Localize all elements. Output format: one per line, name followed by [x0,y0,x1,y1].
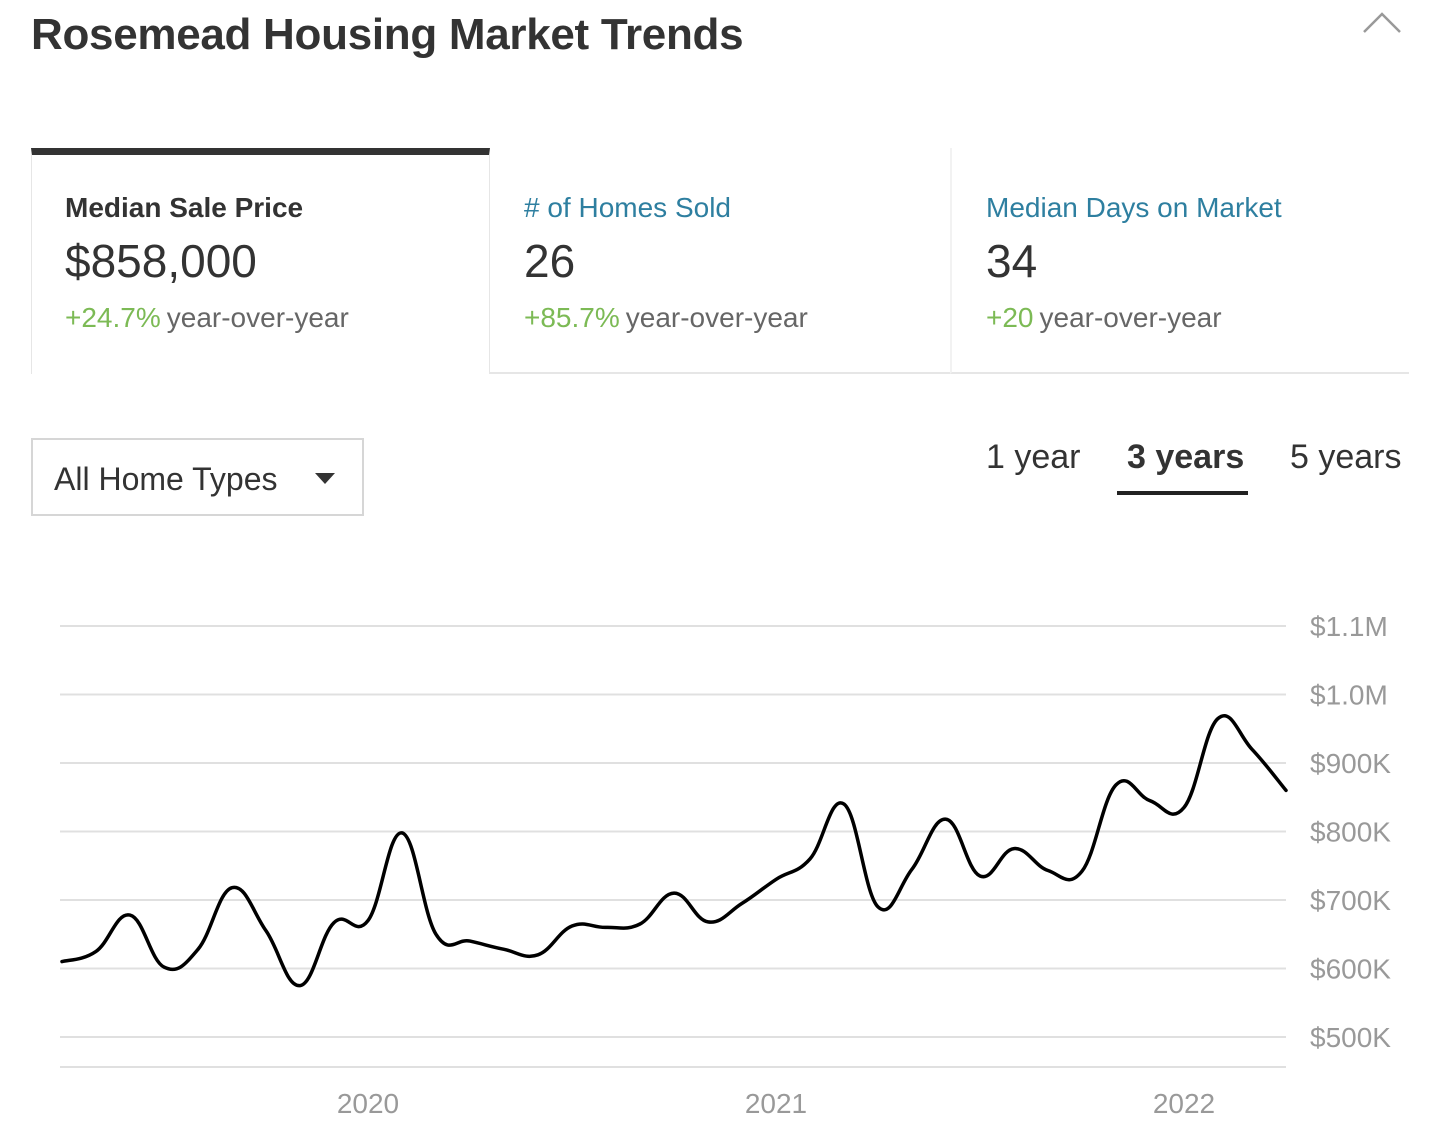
y-tick-label: $1.0M [1310,680,1388,711]
tab-value: 34 [986,235,1038,287]
collapse-button[interactable] [1360,6,1404,40]
price-series-line [60,714,1288,988]
tab-median-sale-price[interactable]: Median Sale Price $858,000 +24.7% year-ov… [31,148,490,374]
range-1-year[interactable]: 1 year [986,438,1081,476]
x-tick-label: 2021 [745,1088,807,1119]
y-tick-label: $700K [1310,885,1391,916]
change-value: +20 [986,302,1034,333]
tab-label: Median Days on Market [986,192,1282,223]
x-tick-label: 2020 [337,1088,399,1119]
change-suffix: year-over-year [166,302,349,333]
tab-homes-sold[interactable]: # of Homes Sold 26 +85.7% year-over-year [490,148,950,374]
y-tick-label: $800K [1310,817,1391,848]
range-3-years[interactable]: 3 years [1127,438,1245,476]
tab-value: $858,000 [65,235,257,287]
tab-median-days-on-market[interactable]: Median Days on Market 34 +20 year-over-ye… [950,148,1409,374]
y-tick-label: $500K [1310,1022,1391,1053]
change-suffix: year-over-year [1039,302,1222,333]
selected-range-indicator [1117,491,1248,495]
change-suffix: year-over-year [625,302,808,333]
y-tick-label: $900K [1310,748,1391,779]
y-tick-label: $600K [1310,954,1391,985]
metric-tabs: Median Sale Price $858,000 +24.7% year-ov… [31,148,1409,374]
tab-label: Median Sale Price [65,192,304,223]
tab-label: # of Homes Sold [524,192,731,223]
tab-value: 26 [524,235,576,287]
range-5-years[interactable]: 5 years [1290,438,1402,476]
change-value: +24.7% [65,302,161,333]
dropdown-label: All Home Types [54,461,278,497]
y-tick-label: $1.1M [1310,611,1388,642]
page-title: Rosemead Housing Market Trends [31,10,744,59]
price-chart: $1.1M $1.0M $900K $800K $700K $600K $500K 2020 2… [0,560,1450,1134]
x-tick-label: 2022 [1153,1088,1215,1119]
caret-down-icon [315,473,335,484]
tab-change: +85.7% year-over-year [524,302,808,334]
chevron-up-icon [1363,12,1401,33]
tab-change: +24.7% year-over-year [65,302,349,334]
home-type-dropdown[interactable]: All Home Types [31,438,364,516]
tab-change: +20 year-over-year [986,302,1222,334]
change-value: +85.7% [524,302,620,333]
chart-svg: $1.1M $1.0M $900K $800K $700K $600K $500K 2020 2… [60,611,1391,1119]
